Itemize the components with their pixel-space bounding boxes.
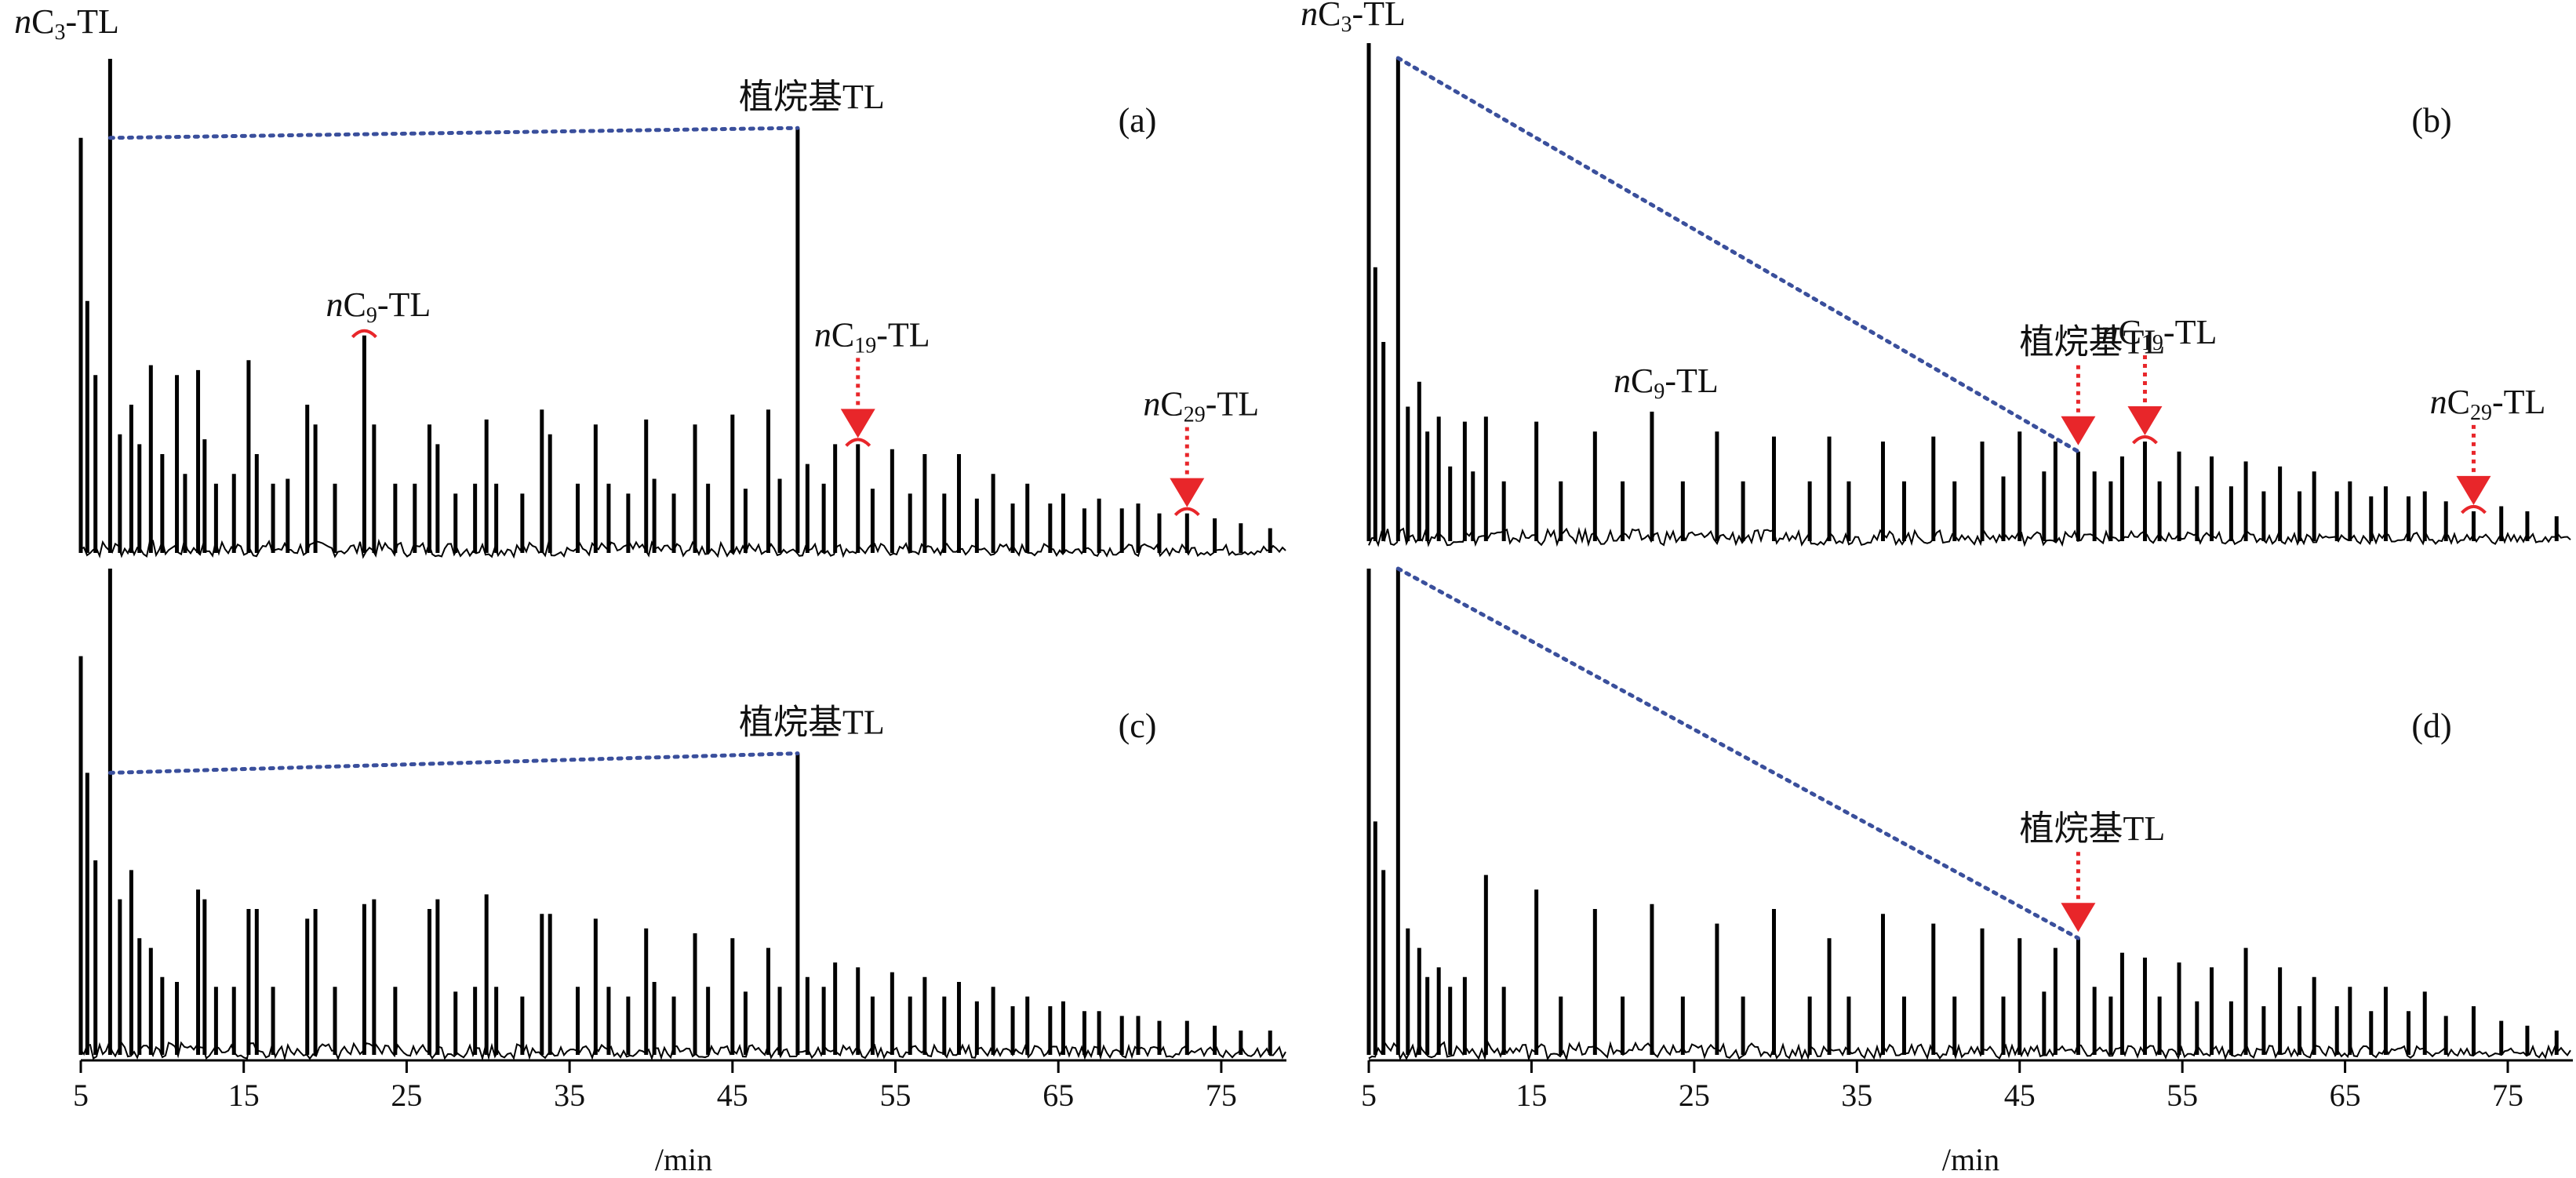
annotation-element: C — [2119, 313, 2141, 351]
x-axis-label: /min — [655, 1142, 712, 1174]
guide-dotted-line — [107, 751, 800, 775]
peak-annotation: nC19-TL — [814, 315, 930, 358]
marker-arrow-head — [2061, 903, 2096, 933]
annotation-subscript: 29 — [2470, 401, 2492, 425]
marker-arrow-head — [2061, 416, 2096, 445]
x-tick-label: 55 — [2167, 1078, 2198, 1113]
peak-annotation: nC29-TL — [1143, 385, 1259, 427]
peak-annotation: nC9-TL — [1614, 362, 1719, 404]
marker-arc — [1173, 507, 1200, 517]
x-tick-label: 65 — [2330, 1078, 2361, 1113]
x-tick-label: 75 — [2492, 1078, 2523, 1113]
annotation-suffix: -TL — [1206, 385, 1259, 424]
peak-annotation: 植烷基TL — [739, 704, 885, 742]
marker-arrow-head — [2456, 475, 2491, 505]
annotation-element: C — [831, 315, 854, 354]
peak-annotation: 植烷基TL — [739, 78, 885, 116]
x-tick-label: 35 — [1841, 1078, 1872, 1113]
panel-label: (d) — [2411, 707, 2451, 745]
x-tick-label: 45 — [2004, 1078, 2036, 1113]
peak-annotation: nC29-TL — [2430, 383, 2546, 425]
annotation-subscript: 9 — [1654, 380, 1665, 404]
x-tick-label: 5 — [1361, 1078, 1377, 1113]
x-tick-label: 55 — [880, 1078, 911, 1113]
panel-d: (d) 5 15 25 35 45 55 65 75/min 植烷基TL — [1361, 569, 2573, 1177]
marker-arc — [845, 438, 871, 447]
annotation-prefix: n — [1614, 362, 1631, 400]
guide-dotted-line — [107, 125, 800, 140]
annotation-suffix: -TL — [1665, 362, 1718, 400]
marker-arc — [351, 329, 377, 339]
peak-annotation: 植烷基TL — [2020, 809, 2166, 848]
x-tick-label: 45 — [717, 1078, 748, 1113]
annotation-prefix: n — [326, 285, 344, 324]
annotation-suffix: -TL — [65, 2, 118, 41]
annotation-prefix: n — [2101, 313, 2119, 351]
marker-arrow-head — [2127, 406, 2163, 435]
peak-annotation: nC19-TL — [2101, 313, 2218, 355]
x-tick-label: 15 — [1515, 1078, 1547, 1113]
peak-annotation: 植烷基TL — [2020, 323, 2166, 362]
marker-arc — [2461, 504, 2487, 514]
baseline-trace — [80, 1041, 1286, 1062]
annotation-suffix: -TL — [377, 285, 431, 324]
annotation-prefix: n — [1301, 0, 1318, 33]
annotation-subscript: 19 — [854, 333, 876, 358]
annotation-subscript: 3 — [54, 20, 65, 45]
annotation-suffix: -TL — [876, 315, 930, 354]
annotation-subscript: 3 — [1341, 13, 1352, 37]
annotation-suffix: -TL — [2163, 313, 2217, 351]
x-tick-label: 25 — [391, 1078, 422, 1113]
peak-annotation: nC9-TL — [326, 285, 431, 328]
annotation-prefix: n — [2430, 383, 2447, 421]
panel-label: (a) — [1119, 101, 1157, 140]
guide-dotted-line — [1395, 566, 2080, 940]
annotation-prefix: n — [14, 2, 31, 41]
baseline-trace — [80, 537, 1286, 559]
annotation-element: C — [1160, 385, 1183, 424]
annotation-suffix: -TL — [2492, 383, 2545, 421]
x-tick-label: 35 — [554, 1078, 585, 1113]
x-axis-label: /min — [1942, 1142, 1999, 1174]
annotation-suffix: -TL — [1352, 0, 1405, 33]
annotation-element: C — [31, 2, 54, 41]
panel-label: (b) — [2411, 101, 2451, 140]
nc3-tl-label: nC3-TL — [14, 2, 119, 45]
annotation-subscript: 9 — [366, 304, 377, 328]
annotation-element: C — [344, 285, 366, 324]
marker-arc — [2131, 435, 2158, 445]
annotation-prefix: n — [814, 315, 831, 354]
panel-c: (c) 5 15 25 35 45 55 65 75/min 植烷基TL — [73, 569, 1286, 1177]
annotation-prefix: n — [1143, 385, 1160, 424]
panel-label: (c) — [1119, 707, 1157, 745]
x-tick-label: 5 — [73, 1078, 89, 1113]
marker-arrow-head — [840, 409, 875, 438]
annotation-subscript: 29 — [1184, 403, 1206, 427]
x-tick-label: 65 — [1042, 1078, 1074, 1113]
marker-arrow-head — [1170, 478, 1205, 507]
annotation-element: C — [1318, 0, 1341, 33]
nc3-tl-label: nC3-TL — [1301, 0, 1406, 37]
x-tick-label: 25 — [1679, 1078, 1710, 1113]
annotation-element: C — [1631, 362, 1654, 400]
annotation-subscript: 19 — [2141, 331, 2163, 355]
annotation-element: C — [2447, 383, 2470, 421]
baseline-trace — [1368, 526, 2571, 547]
x-tick-label: 75 — [1206, 1078, 1237, 1113]
x-tick-label: 15 — [228, 1078, 260, 1113]
baseline-trace — [1368, 1040, 2571, 1062]
guide-dotted-line — [1395, 56, 2080, 454]
